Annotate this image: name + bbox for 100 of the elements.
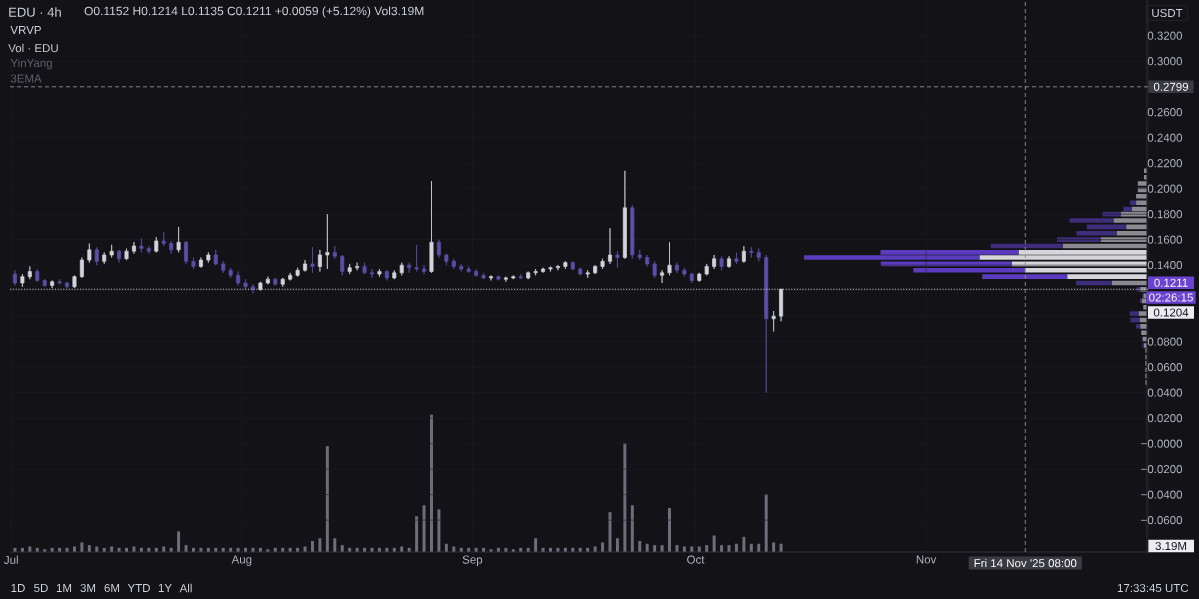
- candlestick: [600, 258, 605, 270]
- bar: [1137, 181, 1147, 186]
- text: YTD: [127, 584, 150, 592]
- candlestick: [444, 253, 449, 266]
- candlestick: [674, 262, 679, 274]
- candlestick: [139, 238, 144, 253]
- candlestick: [548, 266, 553, 272]
- candlestick: [191, 257, 196, 270]
- candlestick: [689, 272, 694, 284]
- candlestick: [87, 243, 92, 263]
- candlestick: [161, 231, 166, 247]
- bar: [1113, 218, 1147, 223]
- bar: [668, 508, 671, 552]
- bar: [415, 516, 419, 552]
- bar: [630, 505, 634, 552]
- y-tick-label: 0.0400: [1147, 388, 1183, 397]
- candlestick: [541, 267, 546, 274]
- candlestick: [704, 263, 709, 276]
- candlestick: [273, 277, 278, 286]
- candlestick: [741, 245, 746, 263]
- bar: [87, 545, 91, 552]
- candlestick: [593, 264, 598, 275]
- candlestick: [12, 269, 17, 286]
- bar: [1130, 317, 1140, 323]
- candlestick: [667, 241, 672, 276]
- bar: [660, 545, 664, 552]
- y-tick-label: 0.0200: [1147, 414, 1183, 423]
- bar: [720, 545, 724, 552]
- candlestick: [429, 180, 434, 274]
- candlestick: [436, 239, 441, 258]
- chart-title: Vol · EDU: [8, 43, 58, 53]
- annotation: YinYang: [10, 58, 52, 70]
- bar: [615, 538, 619, 552]
- text: 6M: [104, 583, 120, 593]
- candlestick: [422, 264, 427, 275]
- y-tick-label: 0.2400: [1147, 133, 1183, 142]
- candlestick: [749, 246, 754, 258]
- candlestick: [771, 310, 776, 332]
- candlestick: [570, 260, 575, 271]
- y-tick-label: 0.1800: [1147, 210, 1183, 219]
- text: 3.19M: [1155, 541, 1187, 551]
- text: 1D: [11, 584, 25, 592]
- candlestick: [131, 241, 136, 255]
- candlestick: [384, 269, 389, 281]
- candlestick: [355, 262, 360, 271]
- bar: [430, 414, 433, 552]
- y-tick-label: −0.0600: [1141, 516, 1183, 525]
- text: 1Y: [158, 584, 172, 592]
- candlestick: [154, 236, 159, 253]
- candlestick: [652, 260, 657, 279]
- ref-line-label: Fri 14 Nov '25 08:00: [974, 558, 1077, 568]
- candlestick: [117, 249, 122, 263]
- candlestick: [712, 254, 717, 270]
- candlestick: [295, 267, 300, 277]
- candlestick: [377, 268, 382, 277]
- candlestick: [228, 267, 233, 279]
- bar: [705, 545, 709, 552]
- candlestick: [630, 204, 635, 260]
- annotation: 3EMA: [10, 74, 42, 83]
- chart-subtitle: O0.1152 H0.1214 L0.1135 C0.1211 +0.0059 (+5.12%) Vol3.19M: [84, 6, 424, 18]
- candlestick: [102, 252, 107, 265]
- candlestick: [533, 268, 538, 276]
- candlestick: [146, 245, 151, 255]
- candlestick: [555, 264, 560, 271]
- bar: [601, 542, 605, 552]
- candlestick: [474, 268, 479, 277]
- y-tick-label: 0.1600: [1147, 235, 1183, 244]
- candlestick: [466, 266, 471, 274]
- x-tick-label: Oct: [687, 555, 705, 564]
- candlestick: [317, 249, 322, 272]
- bar: [1136, 324, 1141, 329]
- bar: [310, 541, 314, 552]
- candlestick: [332, 245, 337, 260]
- candlestick: [481, 272, 486, 280]
- candlestick: [198, 257, 203, 269]
- candlestick: [496, 275, 501, 281]
- candlestick: [660, 269, 665, 284]
- y-axis-title: USDT: [1152, 8, 1183, 18]
- candlestick: [489, 275, 493, 281]
- candlestick: [399, 262, 404, 276]
- bar: [1129, 200, 1137, 205]
- y-tick-label: 0.2000: [1147, 184, 1183, 193]
- candlestick: [518, 273, 523, 280]
- candlestick: [414, 244, 419, 272]
- bar: [653, 545, 657, 552]
- candlestick: [243, 278, 248, 290]
- candlestick: [65, 281, 70, 289]
- candlestick: [526, 271, 531, 280]
- bar: [764, 494, 768, 552]
- candlestick: [280, 277, 285, 288]
- candlestick: [27, 266, 32, 280]
- candlestick: [57, 278, 62, 285]
- bar: [1069, 218, 1114, 223]
- candlestick: [124, 248, 129, 261]
- ref-line-label: 0.2799: [1153, 82, 1189, 91]
- text: 5D: [34, 583, 48, 593]
- candlestick: [303, 259, 308, 272]
- candlestick: [370, 268, 374, 279]
- candlestick: [697, 272, 702, 283]
- bar: [712, 535, 716, 552]
